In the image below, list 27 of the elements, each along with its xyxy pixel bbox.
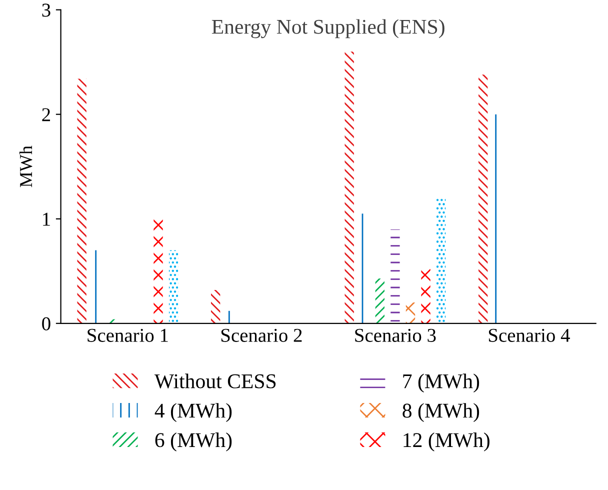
x-tick-label: Scenario 4	[488, 328, 570, 342]
x-tick-label: Scenario 3	[355, 328, 436, 342]
bar	[478, 74, 488, 324]
bar	[344, 52, 354, 324]
bar	[77, 78, 86, 324]
bar	[108, 319, 117, 324]
y-tick-label: 1	[43, 212, 50, 226]
y-axis-title: MWh	[19, 146, 32, 188]
legend-label: 6 (MWh)	[155, 432, 232, 452]
x-tick-label: Scenario 2	[221, 328, 302, 342]
x-tick-label: Scenario 1	[88, 328, 168, 342]
chart-title: Energy Not Supplied (ENS)	[212, 19, 444, 38]
y-tick-label: 3	[42, 4, 50, 17]
legend-label: 4 (MWh)	[154, 403, 232, 422]
bar	[421, 269, 430, 324]
bar	[406, 302, 416, 324]
bar	[375, 278, 384, 324]
bar	[210, 290, 220, 324]
y-tick-label: 2	[42, 108, 50, 122]
legend-label: 12 (MWh)	[404, 432, 490, 452]
legend-label: Without CESS	[154, 374, 276, 388]
legend-label: 7 (MWh)	[403, 374, 480, 393]
legend-label: 8 (MWh)	[402, 403, 480, 422]
bar	[168, 250, 178, 324]
bar	[436, 198, 446, 324]
y-tick-label: 0	[42, 317, 50, 330]
bar	[390, 229, 400, 324]
